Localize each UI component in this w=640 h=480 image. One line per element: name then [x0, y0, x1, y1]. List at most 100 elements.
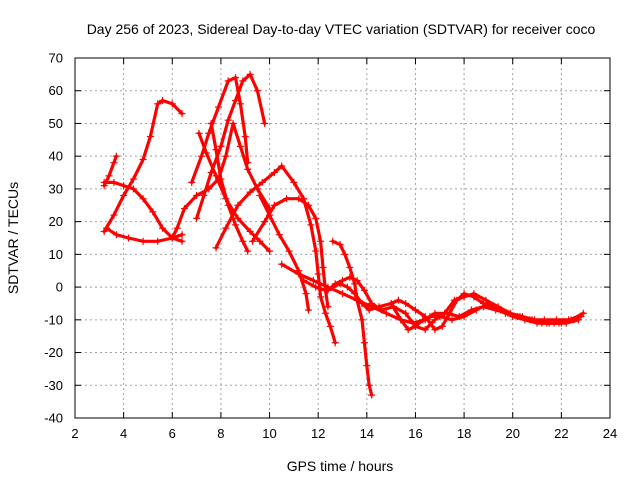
data-point	[120, 182, 128, 190]
x-tick-label: 2	[71, 426, 78, 441]
data-point	[336, 280, 344, 288]
data-point	[317, 237, 325, 245]
data-point	[312, 247, 320, 255]
data-point	[321, 286, 329, 294]
data-point	[472, 306, 480, 314]
data-point	[224, 77, 232, 85]
data-point	[448, 316, 456, 324]
data-point	[421, 326, 429, 334]
y-tick-label: 70	[49, 51, 63, 66]
data-point	[159, 97, 167, 105]
data-point	[331, 339, 339, 347]
data-point	[426, 313, 434, 321]
data-point	[336, 241, 344, 249]
data-point	[244, 247, 252, 255]
data-point	[346, 263, 354, 271]
data-point	[261, 218, 269, 226]
data-point	[339, 290, 346, 298]
data-point	[394, 296, 402, 304]
data-point	[326, 322, 334, 330]
series-line	[170, 121, 272, 240]
data-point	[188, 178, 196, 186]
data-point	[129, 185, 137, 193]
data-point	[154, 100, 162, 108]
data-point	[214, 103, 222, 111]
series-track-17	[387, 299, 578, 334]
data-point	[236, 100, 244, 108]
data-point	[139, 237, 147, 245]
grid-lines	[75, 58, 610, 418]
data-point	[557, 319, 565, 327]
data-point	[533, 319, 541, 327]
data-point	[249, 237, 257, 245]
data-point	[222, 224, 230, 232]
x-tick-label: 18	[457, 426, 471, 441]
data-point	[154, 237, 162, 245]
data-point	[329, 283, 337, 291]
data-point	[353, 296, 361, 304]
data-point	[105, 172, 113, 180]
data-point	[244, 165, 252, 173]
data-point	[397, 316, 405, 324]
data-point	[360, 339, 368, 347]
data-point	[112, 231, 120, 239]
x-tick-label: 16	[408, 426, 422, 441]
data-point	[197, 152, 205, 160]
data-point	[139, 155, 147, 163]
data-point	[324, 303, 332, 311]
data-point	[431, 326, 439, 334]
data-point	[509, 313, 517, 321]
x-tick-label: 22	[554, 426, 568, 441]
data-point	[207, 119, 215, 127]
series-line	[214, 164, 337, 345]
plot-frame	[74, 57, 611, 419]
data-point	[295, 195, 303, 203]
x-tick-label: 6	[169, 426, 176, 441]
data-point	[110, 159, 118, 167]
data-point	[307, 221, 315, 229]
data-point	[341, 250, 349, 258]
data-point	[365, 306, 373, 314]
data-point	[375, 303, 383, 311]
data-point	[120, 191, 128, 199]
data-point	[178, 110, 186, 118]
data-point	[173, 224, 181, 232]
data-point	[460, 290, 468, 298]
data-point	[319, 263, 327, 271]
series-track-7	[193, 70, 269, 222]
data-point	[358, 299, 366, 307]
data-point	[300, 277, 308, 285]
data-point	[103, 224, 111, 232]
data-point	[290, 178, 298, 186]
data-point	[217, 142, 225, 150]
data-point	[241, 133, 249, 141]
data-point	[146, 133, 154, 141]
series-line	[258, 193, 311, 312]
data-point	[579, 309, 587, 317]
data-point	[246, 70, 254, 78]
series-track-10	[212, 162, 339, 347]
data-point	[129, 175, 137, 183]
series-line	[389, 301, 576, 332]
data-point	[402, 299, 410, 307]
data-point	[365, 381, 373, 389]
data-point	[205, 129, 213, 137]
y-tick-label: -10	[44, 312, 63, 327]
data-point	[168, 100, 176, 108]
series-track-11	[249, 195, 332, 311]
data-point	[404, 326, 412, 334]
data-point	[570, 316, 578, 324]
data-point	[470, 293, 478, 301]
data-point	[200, 191, 208, 199]
data-point	[261, 119, 269, 127]
data-point	[234, 214, 242, 222]
data-point	[234, 201, 242, 209]
data-point	[343, 283, 351, 291]
series-line	[102, 154, 118, 188]
data-point	[411, 322, 419, 330]
data-point	[545, 319, 553, 327]
data-point	[244, 159, 252, 167]
data-point	[358, 316, 366, 324]
data-point	[453, 296, 461, 304]
y-tick-label: 20	[49, 214, 63, 229]
